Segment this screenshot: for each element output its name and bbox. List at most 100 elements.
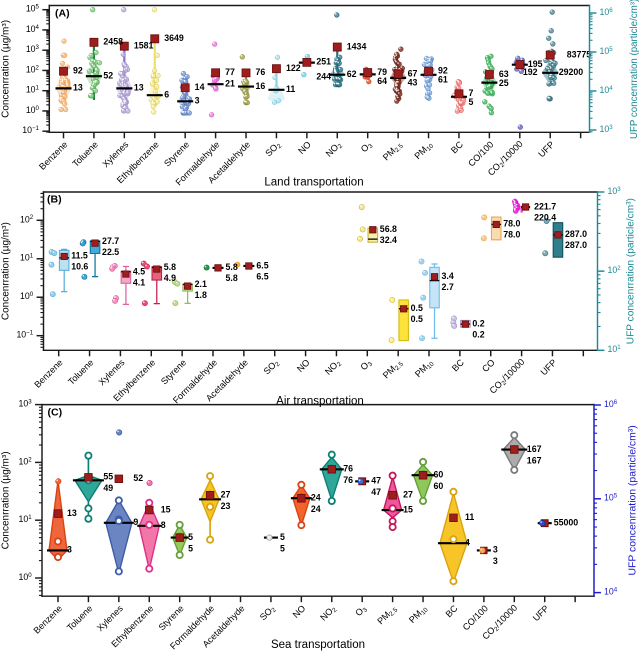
svg-text:11: 11 bbox=[465, 512, 474, 522]
svg-text:0.5: 0.5 bbox=[411, 314, 423, 324]
svg-text:1 0 1: 1 0 1 bbox=[26, 73, 42, 98]
svg-text:P M 1: P M 1 0 bbox=[404, 347, 439, 382]
svg-text:55: 55 bbox=[103, 472, 113, 482]
svg-text:16: 16 bbox=[256, 81, 266, 91]
svg-text:7: 7 bbox=[468, 88, 473, 98]
svg-text:Concenrration (µg/m³): Concenrration (µg/m³) bbox=[0, 451, 11, 549]
svg-text:192: 192 bbox=[523, 67, 538, 77]
svg-text:4: 4 bbox=[465, 537, 470, 547]
svg-text:13: 13 bbox=[134, 83, 144, 93]
svg-text:2.1: 2.1 bbox=[195, 279, 207, 289]
svg-text:60: 60 bbox=[434, 469, 444, 479]
svg-text:S O 2: S O 2 bbox=[255, 129, 286, 160]
svg-text:52: 52 bbox=[103, 70, 113, 80]
svg-text:5.8: 5.8 bbox=[226, 273, 238, 283]
svg-text:77: 77 bbox=[225, 67, 235, 77]
svg-text:5.8: 5.8 bbox=[226, 262, 238, 272]
svg-text:UFP concenrration (particle/cm: UFP concenrration (particle/cm³) bbox=[625, 198, 636, 344]
svg-text:3: 3 bbox=[67, 545, 72, 555]
svg-text:P M 2: P M 2 . 5 bbox=[372, 347, 409, 384]
svg-text:C O /: C O / 1 0 0 0 0 2 bbox=[479, 344, 533, 398]
svg-text:P M 1: P M 1 0 bbox=[398, 593, 433, 628]
svg-text:N O 2: N O 2 bbox=[315, 129, 347, 161]
svg-text:25: 25 bbox=[499, 78, 509, 88]
svg-text:3: 3 bbox=[493, 556, 498, 566]
svg-text:6.5: 6.5 bbox=[256, 260, 268, 270]
svg-text:0.5: 0.5 bbox=[411, 303, 423, 313]
svg-text:1 0 3: 1 0 3 bbox=[26, 32, 42, 57]
svg-text:1 0 4: 1 0 4 bbox=[26, 12, 42, 37]
svg-text:1 0 5: 1 0 5 bbox=[604, 481, 620, 506]
svg-text:13: 13 bbox=[73, 83, 83, 93]
svg-text:55000: 55000 bbox=[554, 517, 579, 527]
svg-text:13: 13 bbox=[67, 508, 77, 518]
svg-text:1 0 2: 1 0 2 bbox=[20, 202, 36, 227]
svg-text:15: 15 bbox=[161, 504, 171, 514]
svg-text:1581: 1581 bbox=[134, 40, 154, 50]
svg-text:1 0 3: 1 0 3 bbox=[600, 112, 616, 137]
svg-text:5: 5 bbox=[188, 543, 193, 553]
svg-text:1434: 1434 bbox=[347, 41, 367, 51]
svg-text:(A): (A) bbox=[55, 8, 70, 20]
svg-text:60: 60 bbox=[434, 481, 444, 491]
svg-text:1.8: 1.8 bbox=[195, 290, 207, 300]
svg-text:1 0 1: 1 0 1 bbox=[608, 332, 624, 357]
svg-text:63: 63 bbox=[499, 69, 509, 79]
svg-text:N O 2: N O 2 bbox=[310, 593, 342, 625]
svg-text:Sea transportation: Sea transportation bbox=[271, 639, 365, 651]
svg-text:1 0 2: 1 0 2 bbox=[26, 52, 42, 77]
svg-text:287.0: 287.0 bbox=[565, 240, 587, 250]
svg-text:5: 5 bbox=[280, 543, 285, 553]
svg-text:287.0: 287.0 bbox=[565, 229, 587, 239]
svg-text:122: 122 bbox=[286, 63, 301, 73]
svg-text:3: 3 bbox=[195, 96, 200, 106]
svg-text:1 0 4: 1 0 4 bbox=[600, 73, 616, 98]
svg-text:O 3: O 3 bbox=[350, 347, 377, 374]
svg-text:P M 2: P M 2 . 5 bbox=[367, 593, 404, 630]
svg-text:21: 21 bbox=[225, 78, 235, 88]
svg-text:UFP concenrration (particle/cm: UFP concenrration (particle/cm³) bbox=[628, 425, 639, 575]
svg-text:62: 62 bbox=[347, 69, 357, 79]
svg-text:167: 167 bbox=[527, 444, 542, 454]
svg-text:0.2: 0.2 bbox=[472, 318, 484, 328]
svg-text:0.2: 0.2 bbox=[472, 329, 484, 339]
svg-text:29200: 29200 bbox=[559, 67, 584, 77]
svg-text:78.0: 78.0 bbox=[503, 230, 520, 240]
svg-text:24: 24 bbox=[311, 493, 321, 503]
svg-text:78.0: 78.0 bbox=[503, 219, 520, 229]
svg-text:76: 76 bbox=[256, 67, 266, 77]
svg-text:P M 2: P M 2 . 5 bbox=[372, 129, 409, 166]
svg-text:1 0 3: 1 0 3 bbox=[608, 174, 624, 199]
svg-text:Land transportation: Land transportation bbox=[264, 176, 363, 188]
svg-text:61: 61 bbox=[438, 74, 448, 84]
svg-text:S O 2: S O 2 bbox=[253, 347, 284, 378]
svg-text:2.7: 2.7 bbox=[442, 282, 454, 292]
svg-text:67: 67 bbox=[408, 68, 418, 78]
svg-text:56.8: 56.8 bbox=[380, 224, 397, 234]
svg-text:1 0 −: 1 0 − 1 bbox=[16, 315, 36, 343]
svg-text:1 0 0: 1 0 0 bbox=[26, 93, 42, 118]
svg-text:64: 64 bbox=[377, 76, 387, 86]
svg-text:C O /: C O / 1 0 0 0 0 2 bbox=[472, 590, 526, 644]
svg-text:79: 79 bbox=[377, 67, 387, 77]
svg-text:(C): (C) bbox=[47, 407, 62, 419]
svg-text:49: 49 bbox=[103, 483, 113, 493]
svg-text:32.4: 32.4 bbox=[380, 235, 397, 245]
svg-text:11: 11 bbox=[286, 84, 295, 94]
svg-text:6.5: 6.5 bbox=[256, 271, 268, 281]
svg-text:92: 92 bbox=[438, 65, 448, 75]
svg-text:4.9: 4.9 bbox=[164, 273, 176, 283]
svg-text:195: 195 bbox=[528, 59, 543, 69]
svg-text:O 3: O 3 bbox=[350, 129, 377, 156]
svg-text:1 0 0: 1 0 0 bbox=[20, 279, 36, 304]
svg-text:3.4: 3.4 bbox=[442, 271, 454, 281]
svg-text:1 0 2: 1 0 2 bbox=[19, 444, 35, 469]
svg-text:1 0 1: 1 0 1 bbox=[20, 241, 36, 266]
svg-text:11.5: 11.5 bbox=[71, 251, 88, 261]
svg-text:2458: 2458 bbox=[103, 37, 123, 47]
svg-text:4.5: 4.5 bbox=[133, 266, 145, 276]
svg-text:(B): (B) bbox=[47, 194, 62, 206]
svg-text:251: 251 bbox=[316, 57, 331, 67]
svg-text:UFP concenrration (particle/cm: UFP concenrration (particle/cm³) bbox=[629, 0, 640, 139]
svg-text:15: 15 bbox=[403, 504, 413, 514]
